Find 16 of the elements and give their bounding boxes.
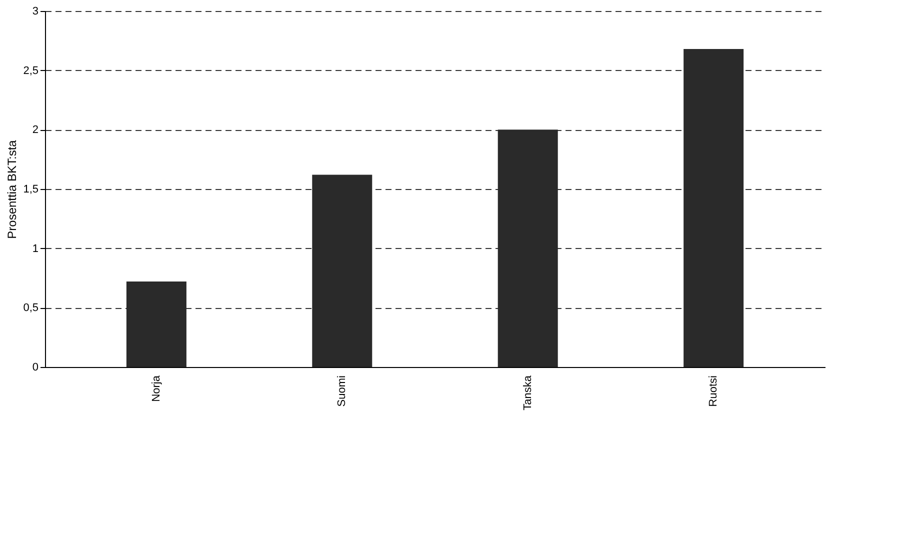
y-tick-label: 2 bbox=[32, 124, 38, 136]
bar bbox=[498, 130, 558, 367]
x-tick-label: Suomi bbox=[336, 376, 348, 407]
y-tick-label: 2,5 bbox=[23, 64, 38, 77]
bar bbox=[126, 282, 186, 367]
y-tick-label: 0,5 bbox=[23, 302, 38, 314]
y-tick-label: 1,5 bbox=[23, 184, 38, 196]
x-tick-label: Tanska bbox=[522, 374, 534, 410]
y-tick-label: 3 bbox=[32, 6, 38, 18]
x-tick-label: Ruotsi bbox=[708, 376, 720, 407]
y-tick-label: 0 bbox=[32, 362, 38, 374]
bar bbox=[312, 174, 372, 367]
y-tick-label: 1 bbox=[32, 242, 38, 255]
y-axis-title: Prosenttia BKT:sta bbox=[5, 140, 20, 239]
x-tick-label: Norja bbox=[150, 374, 162, 402]
bar bbox=[684, 48, 744, 367]
